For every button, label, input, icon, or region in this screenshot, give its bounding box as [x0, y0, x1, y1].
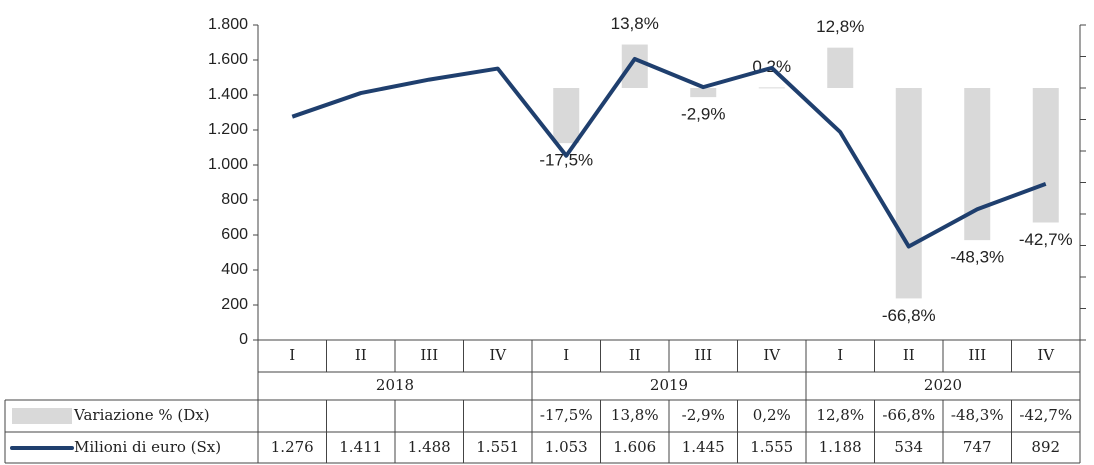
- y-tick-label: 1.800: [208, 16, 248, 33]
- data-label: -17,5%: [539, 151, 593, 170]
- legend-label: Variazione % (Dx): [73, 406, 210, 424]
- table-cell: 1.188: [819, 438, 862, 456]
- data-label: -66,8%: [882, 306, 936, 325]
- table-cell: 1.276: [271, 438, 314, 456]
- x-tick-label: IV: [1037, 346, 1055, 364]
- bar: [621, 44, 648, 88]
- line: [291, 56, 1047, 249]
- x-tick-label: II: [903, 346, 915, 364]
- table-cell: 13,8%: [611, 406, 659, 424]
- legend-label: Milioni di euro (Sx): [74, 438, 221, 456]
- table-cell: 1.411: [339, 438, 382, 456]
- x-tick-label: II: [629, 346, 641, 364]
- table-cell: 1.555: [750, 438, 793, 456]
- table-cell: 892: [1031, 438, 1060, 456]
- y-tick-label: 1.400: [208, 86, 248, 103]
- table-cell: 747: [963, 438, 992, 456]
- bar: [690, 88, 717, 98]
- group-label: 2020: [924, 376, 962, 394]
- bar: [1032, 88, 1059, 223]
- table-cell: 1.053: [545, 438, 588, 456]
- x-tick-label: IV: [763, 346, 781, 364]
- y-tick-label: 0: [239, 331, 248, 348]
- x-tick-label: III: [968, 346, 986, 364]
- bar: [895, 88, 922, 299]
- table-cell: -66,8%: [882, 406, 935, 424]
- table-cell: -2,9%: [682, 406, 725, 424]
- y-tick-label: 200: [221, 296, 248, 313]
- x-tick-label: I: [289, 346, 295, 364]
- table-cell: -48,3%: [951, 406, 1004, 424]
- table-cell: -17,5%: [540, 406, 593, 424]
- x-tick-label: III: [420, 346, 438, 364]
- table-cell: 534: [894, 438, 923, 456]
- bar: [758, 87, 785, 89]
- x-tick-label: I: [563, 346, 569, 364]
- table-cell: 1.445: [682, 438, 725, 456]
- x-tick-label: IV: [489, 346, 507, 364]
- bar: [553, 88, 580, 144]
- y-tick-label: 400: [221, 261, 248, 278]
- table-cell: 1.606: [613, 438, 656, 456]
- table-cell: 1.551: [476, 438, 519, 456]
- y-tick-label: 1.200: [208, 121, 248, 138]
- table-cell: 0,2%: [753, 406, 791, 424]
- table-cell: 12,8%: [816, 406, 864, 424]
- data-label: 13,8%: [611, 14, 659, 33]
- table-cell: 1.488: [408, 438, 451, 456]
- y-tick-label: 1.000: [208, 156, 248, 173]
- x-tick-label: III: [694, 346, 712, 364]
- data-label: -42,7%: [1019, 230, 1073, 249]
- legend-swatch: [12, 408, 72, 424]
- y-tick-label: 800: [221, 191, 248, 208]
- x-tick-label: I: [837, 346, 843, 364]
- y-tick-label: 600: [221, 226, 248, 243]
- data-label: -48,3%: [950, 248, 1004, 267]
- bar: [827, 47, 854, 88]
- data-label: -2,9%: [681, 105, 725, 124]
- table-cell: -42,7%: [1019, 406, 1072, 424]
- x-tick-label: II: [355, 346, 367, 364]
- y-tick-label: 1.600: [208, 51, 248, 68]
- group-label: 2018: [376, 376, 414, 394]
- data-label: 12,8%: [816, 17, 864, 36]
- group-label: 2019: [650, 376, 688, 394]
- bar: [964, 88, 991, 241]
